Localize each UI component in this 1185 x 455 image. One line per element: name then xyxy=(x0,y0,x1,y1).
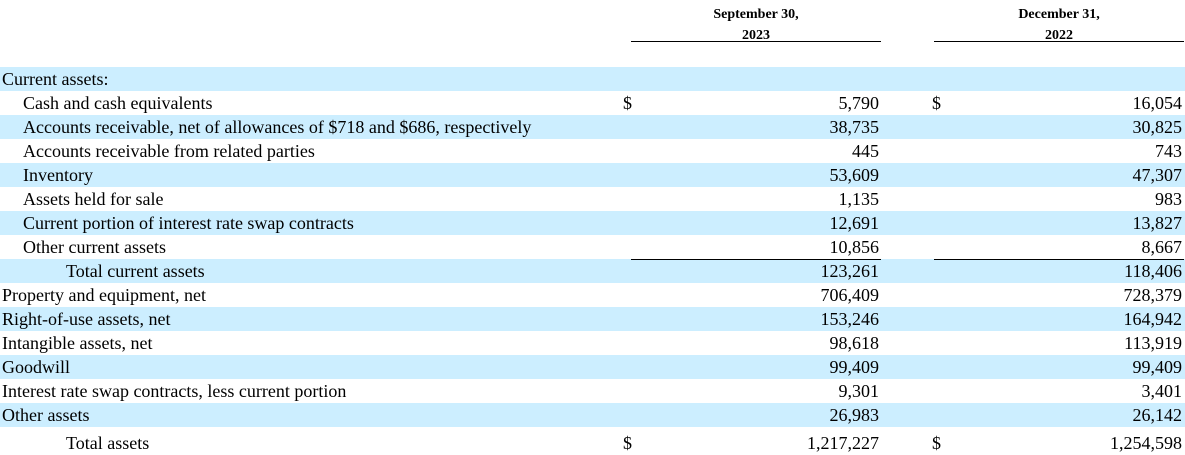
column-header-dec-2022: December 31, 2022 xyxy=(934,4,1184,46)
value-dec-2022: 8,667 xyxy=(1141,237,1183,257)
row-label: Accounts receivable from related parties xyxy=(23,141,315,161)
table-row: Accounts receivable from related parties… xyxy=(0,139,1185,163)
value-dec-2022: 118,406 xyxy=(1124,261,1182,281)
value-sep-2023: 53,609 xyxy=(829,165,880,185)
value-dec-2022: 3,401 xyxy=(1141,381,1183,401)
value-dec-2022: 1,254,598 xyxy=(1110,433,1182,453)
table-row: Other assets 26,983 26,142 xyxy=(0,403,1185,427)
subtotal-rule xyxy=(934,259,1184,260)
table-row: Inventory 53,609 47,307 xyxy=(0,163,1185,187)
table-row: Property and equipment, net 706,409 728,37… xyxy=(0,283,1185,307)
value-dec-2022: 47,307 xyxy=(1132,165,1183,185)
value-sep-2023: 12,691 xyxy=(829,213,880,233)
row-label: Intangible assets, net xyxy=(2,333,153,353)
value-dec-2022: 983 xyxy=(1155,189,1182,209)
table-row: Total current assets 123,261 118,406 xyxy=(0,259,1185,283)
table-row: Cash and cash equivalents $ $5,790 16,054 xyxy=(0,91,1185,115)
value-sep-2023: 98,618 xyxy=(829,333,880,353)
value-dec-2022: 99,409 xyxy=(1132,357,1183,377)
row-label: Current assets: xyxy=(2,69,109,89)
header-underline xyxy=(631,41,881,42)
value-dec-2022: 26,142 xyxy=(1132,405,1183,425)
value-sep-2023: 99,409 xyxy=(829,357,880,377)
value-sep-2023: 1,217,227 xyxy=(807,433,879,453)
value-sep-2023: 153,246 xyxy=(820,309,880,329)
row-label: Other assets xyxy=(2,405,90,425)
table-row: Interest rate swap contracts, less curre… xyxy=(0,379,1185,403)
value-sep-2023: 9,301 xyxy=(838,381,880,401)
subtotal-rule xyxy=(631,259,881,260)
value-dec-2022: 113,919 xyxy=(1124,333,1182,353)
row-label: Property and equipment, net xyxy=(2,285,206,305)
value-sep-2023: 123,261 xyxy=(820,261,880,281)
value-sep-2023: 706,409 xyxy=(820,285,880,305)
value-sep-2023: 10,856 xyxy=(829,237,880,257)
value-dec-2022: 164,942 xyxy=(1123,309,1183,329)
value-sep-2023 xyxy=(640,67,879,91)
row-label: Goodwill xyxy=(2,357,71,377)
table-row: Current assets: xyxy=(0,67,1185,91)
value-dec-2022: 16,054 xyxy=(1132,93,1183,113)
column-header-line2: 2023 xyxy=(742,28,770,43)
table-row: Intangible assets, net 98,618 113,919 xyxy=(0,331,1185,355)
table-row: Current portion of interest rate swap co… xyxy=(0,211,1185,235)
row-label: Other current assets xyxy=(23,237,166,257)
row-label: Cash and cash equivalents xyxy=(23,93,213,113)
row-label: Right-of-use assets, net xyxy=(2,309,171,329)
row-label: Assets held for sale xyxy=(23,189,164,209)
row-label: Total assets xyxy=(66,433,150,453)
value-dec-2022 xyxy=(950,67,1182,91)
value-sep-2023: 38,735 xyxy=(829,117,880,137)
row-label: Interest rate swap contracts, less curre… xyxy=(2,381,347,401)
table-row: Right-of-use assets, net 153,246 164,942 xyxy=(0,307,1185,331)
header-underline xyxy=(934,41,1184,42)
table-row: Assets held for sale 1,135 983 xyxy=(0,187,1185,211)
table-row: Other current assets 10,856 8,667 xyxy=(0,235,1185,259)
table-row: Accounts receivable, net of allowances o… xyxy=(0,115,1185,139)
row-label: Current portion of interest rate swap co… xyxy=(23,213,354,233)
value-sep-2023: 5,790 xyxy=(838,93,880,113)
column-header-line2: 2022 xyxy=(1045,28,1073,43)
value-dec-2022: 13,827 xyxy=(1132,213,1183,233)
value-dec-2022: 743 xyxy=(1155,141,1182,161)
currency-sign: $ xyxy=(932,93,941,113)
table-row: Total assets $ $1,217,227 1,254,598 xyxy=(0,431,1185,455)
column-header-line1: December 31, xyxy=(1018,7,1100,22)
column-header-sep-2023: September 30, 2023 xyxy=(631,4,881,46)
column-header-line1: September 30, xyxy=(713,7,799,22)
row-label: Accounts receivable, net of allowances o… xyxy=(23,117,532,137)
row-label: Inventory xyxy=(23,165,93,185)
row-label: Total current assets xyxy=(66,261,205,281)
currency-sign: $ xyxy=(623,433,632,453)
value-dec-2022: 30,825 xyxy=(1132,117,1183,137)
table-row: Goodwill 99,409 99,409 xyxy=(0,355,1185,379)
value-sep-2023: 445 xyxy=(852,141,879,161)
value-sep-2023: 26,983 xyxy=(829,405,880,425)
value-sep-2023: 1,135 xyxy=(838,189,880,209)
currency-sign: $ xyxy=(623,93,632,113)
value-dec-2022: 728,379 xyxy=(1123,285,1183,305)
currency-sign: $ xyxy=(932,433,941,453)
